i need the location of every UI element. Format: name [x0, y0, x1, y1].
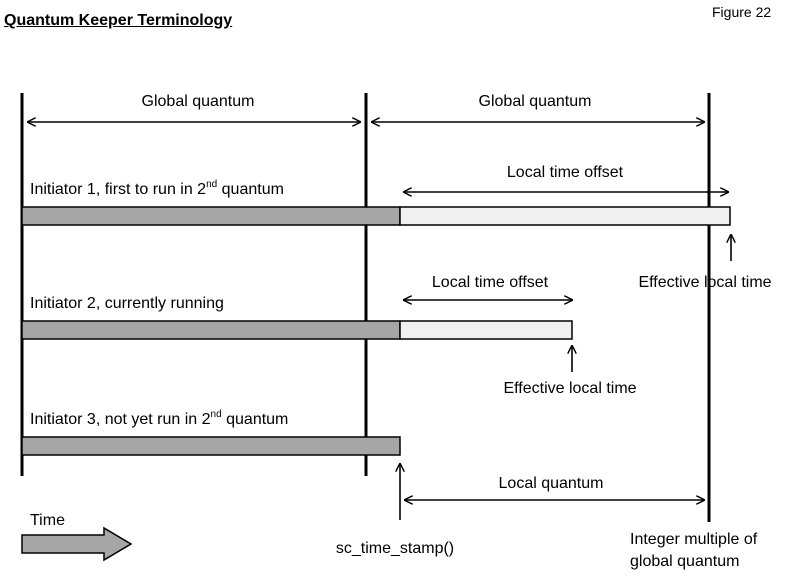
sc-time-stamp-label: sc_time_stamp() [336, 540, 454, 557]
initiator-1-label: Initiator 1, first to run in 2nd quantum [30, 179, 284, 198]
initiator-2-offset-bar [399, 320, 573, 340]
figure-label: Figure 22 [712, 4, 772, 20]
local-time-offset-label-1: Local time offset [507, 164, 624, 181]
initiator-3-elapsed-bar [21, 436, 401, 456]
time-label: Time [30, 512, 65, 529]
effective-local-time-label-1: Effective local time [638, 274, 771, 291]
initiator-2-label: Initiator 2, currently running [30, 295, 224, 312]
initiator-2-elapsed-bar [21, 320, 401, 340]
local-quantum-label: Local quantum [499, 475, 604, 492]
time-arrow [21, 526, 133, 562]
integer-multiple-label-line2: global quantum [630, 553, 739, 570]
global-quantum-label-2: Global quantum [479, 93, 592, 110]
local-time-offset-label-2: Local time offset [432, 274, 549, 291]
initiator-1-elapsed-bar [21, 206, 401, 226]
effective-local-time-label-2: Effective local time [503, 380, 636, 397]
integer-multiple-label-line1: Integer multiple of [630, 531, 758, 548]
global-quantum-label-1: Global quantum [142, 93, 255, 110]
initiator-1-offset-bar [399, 206, 731, 226]
diagram-title: Quantum Keeper Terminology [4, 12, 233, 29]
initiator-3-label: Initiator 3, not yet run in 2nd quantum [30, 409, 288, 428]
